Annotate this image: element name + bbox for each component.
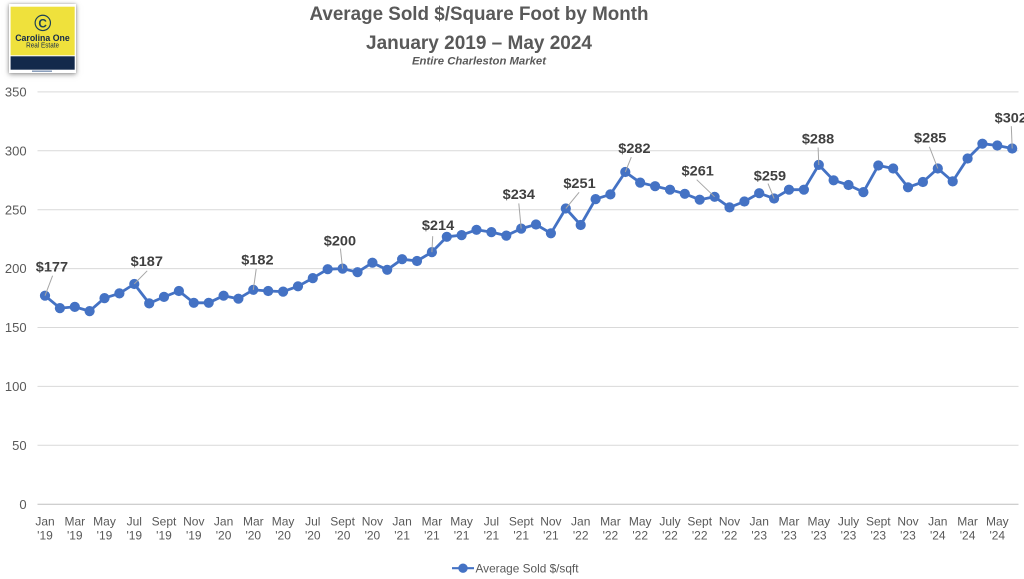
svg-text:'22: '22: [722, 529, 738, 543]
svg-text:$187: $187: [131, 253, 163, 269]
svg-text:'23: '23: [870, 529, 886, 543]
svg-text:'19: '19: [97, 529, 113, 543]
svg-text:150: 150: [5, 320, 27, 335]
svg-text:Mar: Mar: [243, 514, 264, 528]
svg-text:Carolina One: Carolina One: [15, 33, 69, 43]
svg-text:July: July: [838, 514, 859, 528]
svg-text:'24: '24: [930, 529, 946, 543]
svg-text:Jul: Jul: [127, 514, 142, 528]
svg-text:Jan: Jan: [214, 514, 233, 528]
svg-text:$251: $251: [563, 175, 595, 191]
svg-text:$288: $288: [802, 130, 834, 146]
svg-text:Sept: Sept: [152, 514, 177, 528]
svg-text:Jan: Jan: [750, 514, 769, 528]
svg-text:$234: $234: [503, 186, 535, 202]
svg-text:0: 0: [19, 497, 26, 512]
svg-text:'21: '21: [394, 529, 410, 543]
svg-text:Sept: Sept: [330, 514, 355, 528]
svg-text:100: 100: [5, 379, 27, 394]
svg-text:$177: $177: [36, 258, 68, 274]
svg-text:'20: '20: [365, 529, 381, 543]
svg-text:Sept: Sept: [687, 514, 712, 528]
svg-text:'23: '23: [781, 529, 797, 543]
svg-text:'23: '23: [811, 529, 827, 543]
svg-text:Real Estate: Real Estate: [26, 40, 59, 49]
svg-text:Jan: Jan: [928, 514, 947, 528]
svg-text:'24: '24: [989, 529, 1005, 543]
svg-text:Average Sold $/Square Foot by: Average Sold $/Square Foot by Month: [310, 4, 649, 25]
svg-text:Mar: Mar: [600, 514, 621, 528]
svg-text:May: May: [629, 514, 652, 528]
svg-text:Nov: Nov: [540, 514, 561, 528]
svg-text:'23: '23: [751, 529, 767, 543]
svg-text:'21: '21: [454, 529, 470, 543]
svg-text:Nov: Nov: [897, 514, 918, 528]
svg-text:$282: $282: [618, 140, 650, 156]
svg-text:'22: '22: [632, 529, 648, 543]
svg-text:'22: '22: [573, 529, 589, 543]
svg-text:'20: '20: [335, 529, 351, 543]
svg-text:$182: $182: [241, 252, 273, 268]
svg-text:'20: '20: [245, 529, 261, 543]
svg-text:$259: $259: [754, 167, 786, 183]
svg-text:Jan: Jan: [571, 514, 590, 528]
svg-text:300: 300: [5, 143, 27, 158]
svg-text:'23: '23: [900, 529, 916, 543]
svg-text:Jul: Jul: [305, 514, 320, 528]
svg-text:'19: '19: [156, 529, 172, 543]
svg-text:'23: '23: [841, 529, 857, 543]
svg-text:'21: '21: [424, 529, 440, 543]
svg-text:Average Sold $/sqft: Average Sold $/sqft: [476, 561, 580, 575]
svg-text:'21: '21: [513, 529, 529, 543]
svg-text:July: July: [659, 514, 680, 528]
svg-text:'19: '19: [37, 529, 53, 543]
svg-text:May: May: [272, 514, 295, 528]
svg-text:January 2019 – May 2024: January 2019 – May 2024: [366, 33, 592, 54]
svg-text:'24: '24: [960, 529, 976, 543]
svg-text:'20: '20: [275, 529, 291, 543]
svg-text:Jan: Jan: [35, 514, 54, 528]
svg-text:May: May: [807, 514, 830, 528]
svg-text:'21: '21: [543, 529, 559, 543]
svg-text:Mar: Mar: [422, 514, 443, 528]
svg-text:Mar: Mar: [779, 514, 800, 528]
svg-text:May: May: [93, 514, 116, 528]
svg-text:'19: '19: [186, 529, 202, 543]
svg-text:'21: '21: [484, 529, 500, 543]
svg-text:$200: $200: [324, 233, 356, 249]
svg-text:'19: '19: [126, 529, 142, 543]
svg-text:Jan: Jan: [392, 514, 411, 528]
svg-text:Nov: Nov: [362, 514, 383, 528]
svg-text:350: 350: [5, 85, 27, 100]
svg-text:'20: '20: [305, 529, 321, 543]
svg-text:$302: $302: [995, 110, 1024, 126]
svg-text:$285: $285: [914, 130, 946, 146]
svg-text:Sept: Sept: [509, 514, 534, 528]
svg-text:Nov: Nov: [719, 514, 740, 528]
svg-text:Entire Charleston Market: Entire Charleston Market: [412, 56, 547, 68]
svg-text:May: May: [986, 514, 1009, 528]
svg-text:May: May: [450, 514, 473, 528]
svg-text:C: C: [38, 17, 47, 30]
svg-text:'22: '22: [603, 529, 619, 543]
svg-text:Mar: Mar: [957, 514, 978, 528]
svg-text:'20: '20: [216, 529, 232, 543]
svg-text:'22: '22: [692, 529, 708, 543]
svg-text:Sept: Sept: [866, 514, 891, 528]
svg-text:200: 200: [5, 261, 27, 276]
svg-text:Mar: Mar: [64, 514, 85, 528]
svg-text:'19: '19: [67, 529, 83, 543]
svg-text:Jul: Jul: [484, 514, 499, 528]
svg-text:$214: $214: [422, 217, 454, 233]
svg-text:$261: $261: [682, 163, 714, 179]
svg-text:'22: '22: [662, 529, 678, 543]
svg-text:250: 250: [5, 202, 27, 217]
svg-text:Nov: Nov: [183, 514, 204, 528]
svg-text:50: 50: [12, 438, 26, 453]
